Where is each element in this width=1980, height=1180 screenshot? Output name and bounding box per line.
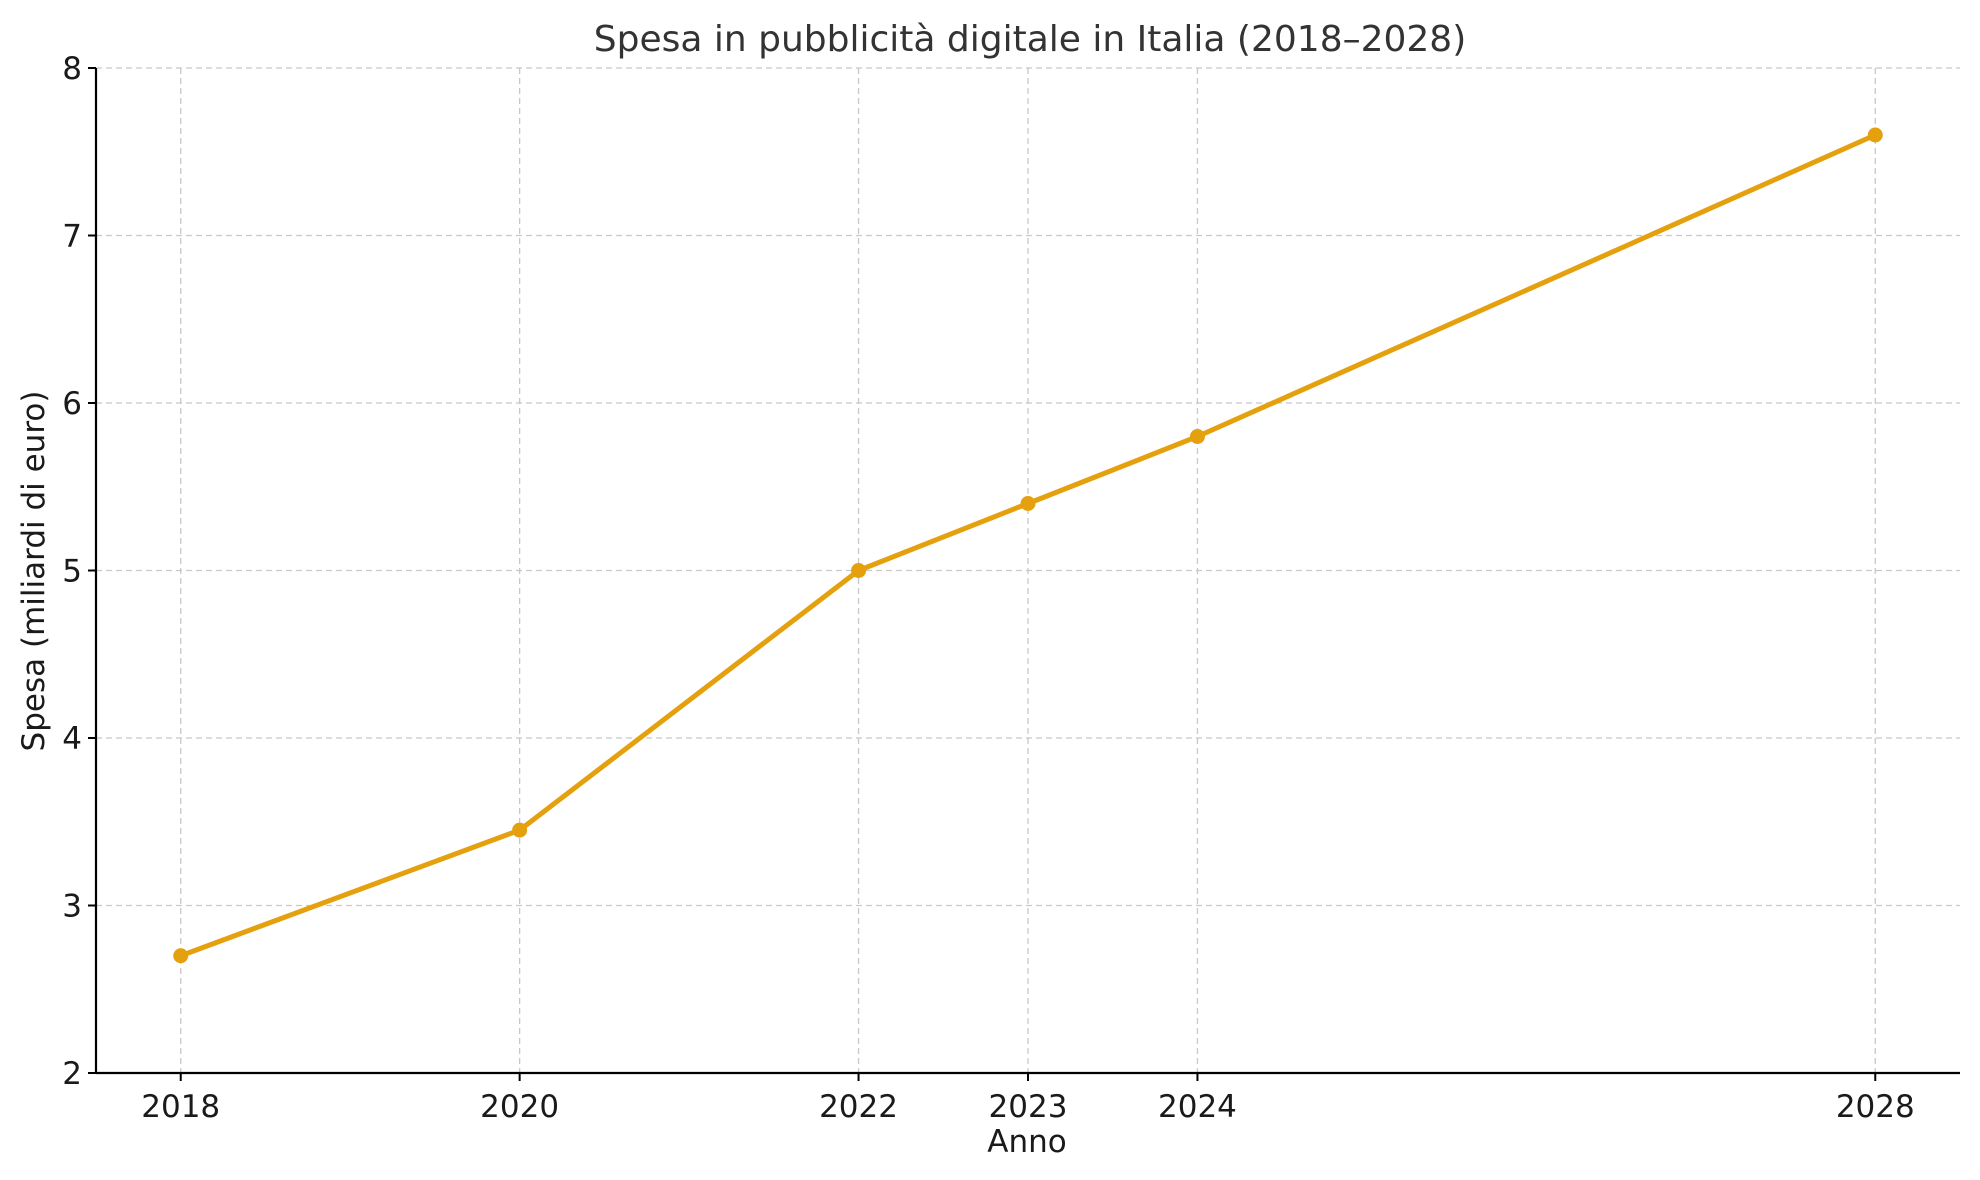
x-tick-label: 2028	[1836, 1089, 1915, 1125]
data-point-2024	[1189, 429, 1205, 444]
data-point-2018	[173, 948, 189, 964]
axes	[88, 67, 1960, 1081]
y-tick-label: 3	[62, 889, 82, 925]
y-tick-label: 2	[62, 1056, 82, 1092]
data-point-2023	[1020, 496, 1036, 511]
chart-title: Spesa in pubblicità digitale in Italia (…	[594, 19, 1467, 60]
x-tick-label: 2023	[989, 1089, 1068, 1125]
data-point-2028	[1867, 127, 1883, 143]
y-tick-label: 8	[62, 51, 82, 87]
x-tick-label: 2024	[1158, 1089, 1237, 1125]
x-tick-label: 2018	[141, 1089, 220, 1125]
data-point-2022	[851, 563, 867, 578]
data-point-2020	[512, 822, 528, 838]
series-line	[178, 132, 1878, 959]
x-tick-label: 2022	[819, 1089, 898, 1125]
series	[173, 127, 1883, 964]
y-axis-label: Spesa (miliardi di euro)	[16, 391, 52, 752]
y-tick-label: 7	[62, 219, 82, 255]
x-axis-label: Anno	[987, 1124, 1066, 1160]
y-tick-label: 4	[62, 721, 82, 757]
y-tick-label: 6	[62, 386, 82, 422]
x-tick-label: 2020	[480, 1089, 559, 1125]
tick-labels: 2 3 4 5 6 7 8 2018 2020 2022 2023 2024 2028	[62, 51, 1914, 1125]
y-tick-label: 5	[62, 554, 82, 590]
grid	[96, 67, 1960, 1073]
